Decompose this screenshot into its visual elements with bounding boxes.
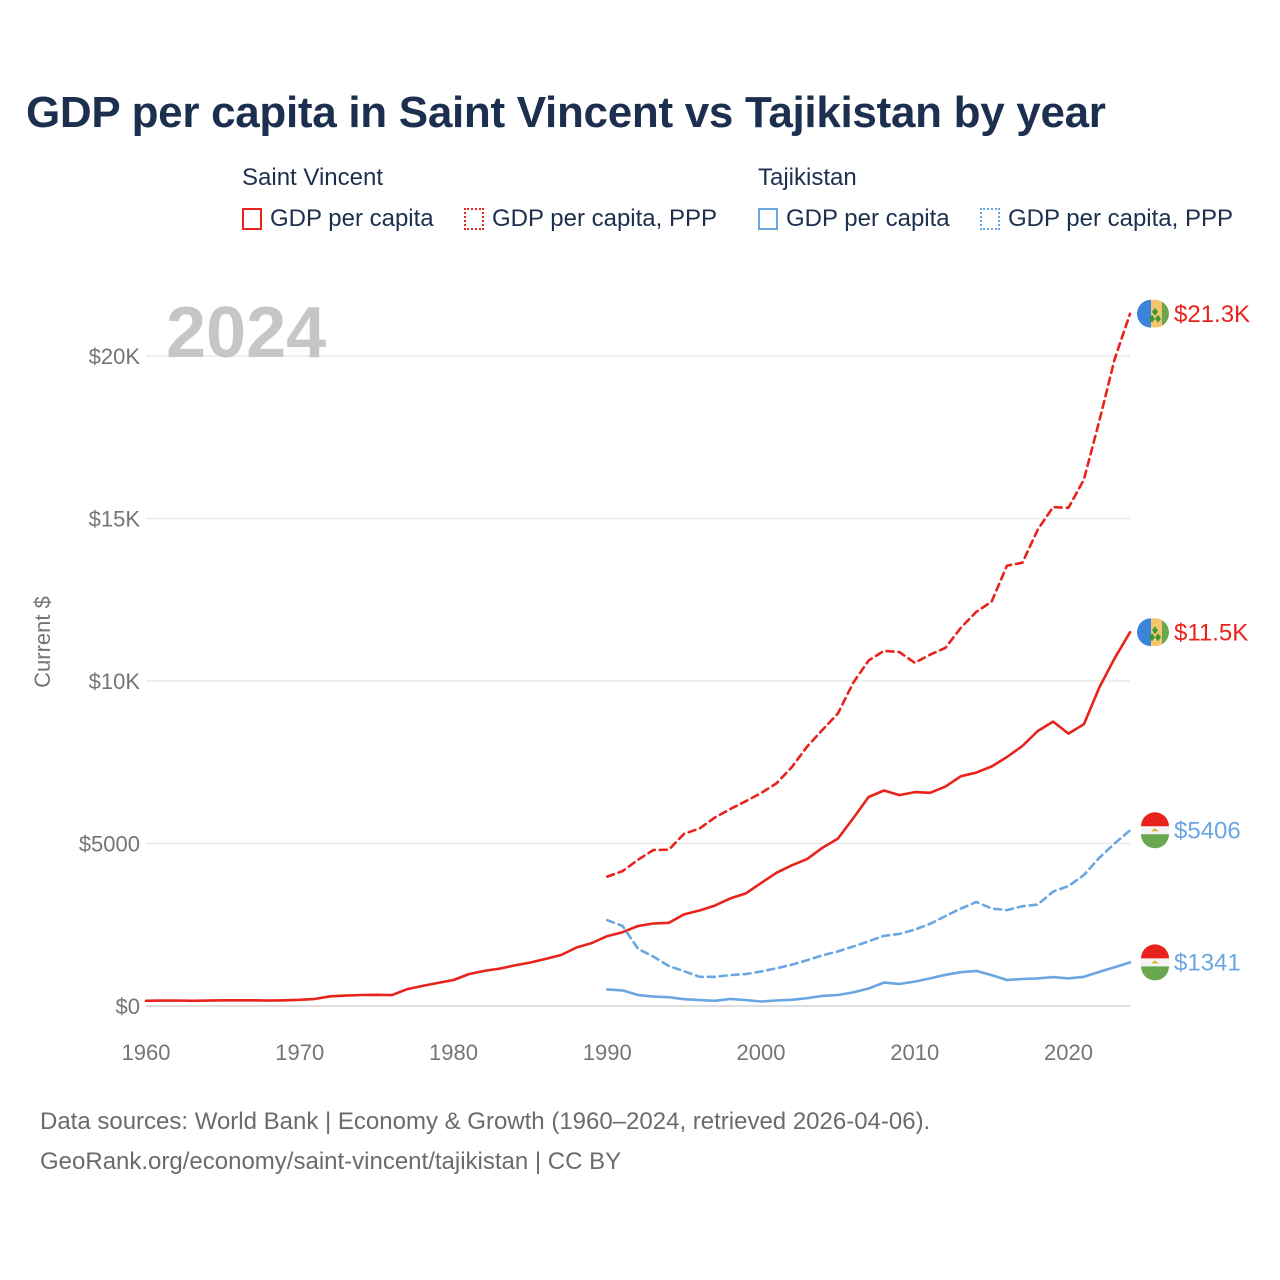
end-value-label: $5406 bbox=[1174, 817, 1241, 844]
legend-group-saint-vincent: Saint Vincent bbox=[242, 164, 383, 191]
legend-item-label: GDP per capita, PPP bbox=[1008, 205, 1233, 232]
y-tick-label: $5000 bbox=[79, 832, 140, 857]
x-tick-label: 1990 bbox=[583, 1040, 632, 1065]
legend-group-tajikistan: Tajikistan bbox=[758, 164, 857, 191]
legend-item-label: GDP per capita bbox=[270, 205, 434, 232]
tajikistan-flag-icon bbox=[1141, 944, 1169, 981]
tajikistan-flag-icon bbox=[1141, 812, 1169, 849]
x-axis-ticks: 1960 1970 1980 1990 2000 2010 2020 bbox=[122, 1040, 1093, 1065]
y-tick-label: $20K bbox=[89, 344, 141, 369]
end-value-label: $11.5K bbox=[1174, 619, 1248, 646]
chart-title: GDP per capita in Saint Vincent vs Tajik… bbox=[26, 88, 1106, 137]
gridlines bbox=[146, 355, 1130, 1007]
x-tick-label: 2020 bbox=[1044, 1040, 1093, 1065]
series-line-4 bbox=[605, 828, 1132, 979]
footer-url: GeoRank.org/economy/saint-vincent/tajiki… bbox=[40, 1148, 622, 1175]
x-tick-label: 1970 bbox=[275, 1040, 324, 1065]
saint-vincent-flag-icon bbox=[1137, 299, 1169, 328]
saint-vincent-flag-icon bbox=[1137, 618, 1169, 647]
y-tick-label: $0 bbox=[116, 994, 140, 1019]
y-tick-label: $15K bbox=[89, 507, 141, 532]
series-lines bbox=[144, 312, 1132, 1003]
x-tick-label: 1960 bbox=[122, 1040, 171, 1065]
legend-swatch-solid-icon bbox=[758, 208, 778, 230]
series-line-1 bbox=[144, 630, 1132, 1003]
end-value-label: $21.3K bbox=[1174, 301, 1250, 328]
legend-item-saint-vincent-gdp[interactable]: GDP per capita bbox=[242, 204, 434, 234]
y-axis-label: Current $ bbox=[30, 596, 55, 688]
x-tick-label: 2010 bbox=[890, 1040, 939, 1065]
end-value-label: $1341 bbox=[1174, 949, 1241, 976]
end-labels: $11.5K $21.3K $1341 $5406 bbox=[1137, 299, 1250, 981]
legend-item-label: GDP per capita bbox=[786, 205, 950, 232]
legend-swatch-dotted-icon bbox=[980, 208, 1000, 230]
legend-item-tajikistan-gdp[interactable]: GDP per capita bbox=[758, 204, 950, 234]
legend-item-tajikistan-gdp-ppp[interactable]: GDP per capita, PPP bbox=[980, 204, 1233, 234]
y-tick-label: $10K bbox=[89, 669, 141, 694]
series-line-3 bbox=[605, 961, 1132, 1003]
y-axis-ticks: $0 $5000 $10K $15K $20K bbox=[79, 344, 141, 1019]
legend-swatch-dotted-icon bbox=[464, 208, 484, 230]
footer-sources: Data sources: World Bank | Economy & Gro… bbox=[40, 1108, 931, 1135]
legend-item-label: GDP per capita, PPP bbox=[492, 205, 717, 232]
legend-swatch-solid-icon bbox=[242, 208, 262, 230]
series-line-2 bbox=[605, 312, 1132, 878]
legend-item-saint-vincent-gdp-ppp[interactable]: GDP per capita, PPP bbox=[464, 204, 717, 234]
x-tick-label: 1980 bbox=[429, 1040, 478, 1065]
year-label: 2024 bbox=[166, 293, 327, 373]
x-tick-label: 2000 bbox=[737, 1040, 786, 1065]
